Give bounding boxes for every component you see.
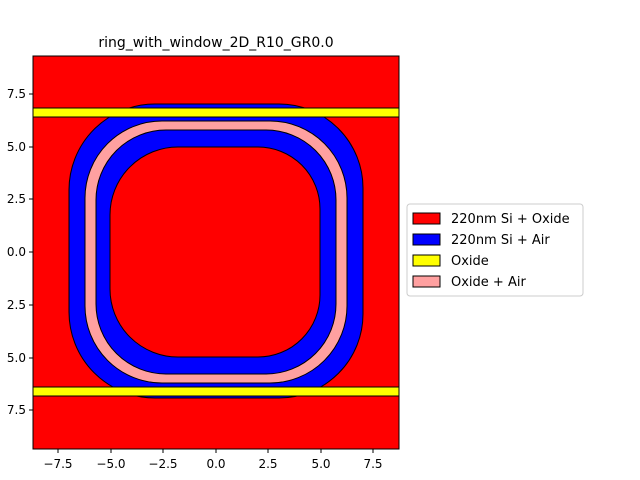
bottom-oxide-strip [33, 386, 399, 397]
y-axis: 7.5 5.0 2.5 0.0 2.5 5.0 7.5 [7, 87, 33, 417]
legend-label: 220nm Si + Oxide [451, 212, 570, 227]
x-tick-label: −5.0 [96, 457, 125, 471]
y-tick-label: 2.5 [7, 298, 26, 312]
legend-swatch [412, 254, 441, 267]
x-tick-label: 0.0 [206, 457, 225, 471]
plot-area [33, 56, 399, 449]
legend-swatch [412, 233, 441, 246]
x-tick-label: −2.5 [148, 457, 177, 471]
legend-label: 220nm Si + Air [451, 233, 550, 248]
x-tick-label: 2.5 [258, 457, 277, 471]
x-tick-label: 5.0 [311, 457, 330, 471]
y-tick-label: 2.5 [7, 192, 26, 206]
y-tick-label: 0.0 [7, 245, 26, 259]
x-axis: −7.5 −5.0 −2.5 0.0 2.5 5.0 7.5 [43, 449, 383, 471]
y-tick-label: 5.0 [7, 140, 26, 154]
legend-label: Oxide [451, 254, 489, 269]
y-tick-label: 7.5 [7, 87, 26, 101]
y-tick-label: 7.5 [7, 403, 26, 417]
legend-frame [406, 203, 584, 297]
y-tick-label: 5.0 [7, 351, 26, 365]
legend-label: Oxide + Air [451, 275, 526, 290]
plot-title: ring_with_window_2D_R10_GR0.0 [98, 35, 333, 51]
x-tick-label: −7.5 [43, 457, 72, 471]
top-oxide-strip [33, 107, 399, 118]
inner-core-region [109, 146, 321, 358]
legend-swatch [412, 275, 441, 288]
legend: 220nm Si + Oxide 220nm Si + Air Oxide Oxide… [406, 203, 584, 297]
legend-swatch [412, 212, 441, 225]
x-tick-label: 7.5 [363, 457, 382, 471]
